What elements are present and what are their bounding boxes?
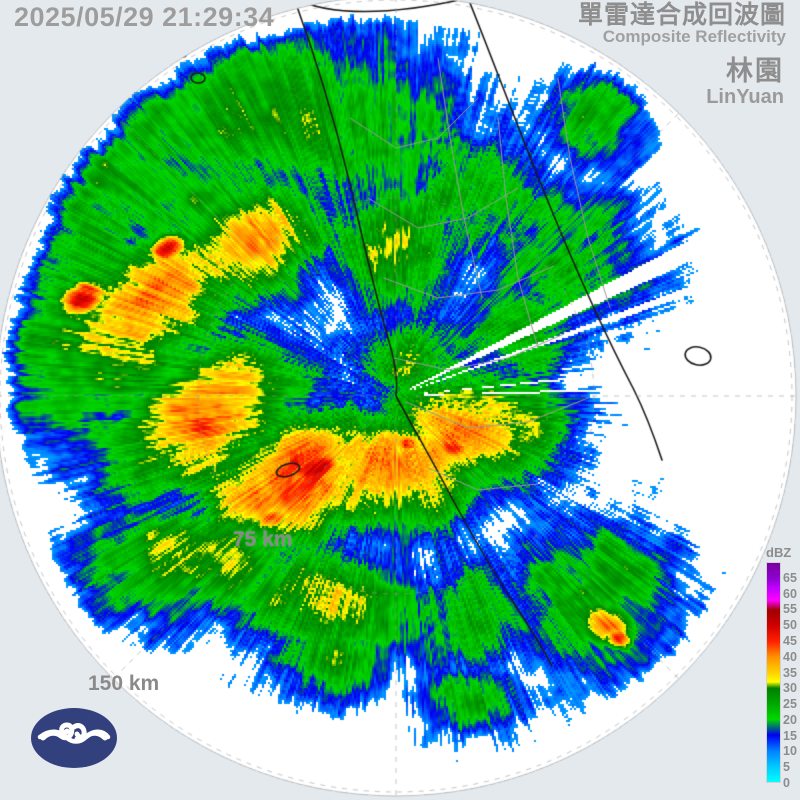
- colorbar-tick-60: 60: [783, 586, 797, 601]
- colorbar-gradient: [766, 562, 781, 783]
- colorbar-tick-40: 40: [783, 649, 797, 664]
- colorbar-tick-5: 5: [783, 760, 790, 775]
- colorbar-unit-label: dBZ: [766, 545, 792, 560]
- station-name-zh: 林園: [726, 56, 784, 87]
- colorbar-tick-15: 15: [783, 728, 797, 743]
- colorbar-tick-50: 50: [783, 618, 797, 633]
- colorbar-tick-25: 25: [783, 697, 797, 712]
- timestamp-label: 2025/05/29 21:29:34: [14, 2, 275, 32]
- colorbar-tick-20: 20: [783, 712, 797, 727]
- logo-ellipse: [31, 708, 117, 768]
- colorbar-tick-30: 30: [783, 681, 797, 696]
- range-ring-label-75: 75 km: [233, 528, 293, 551]
- colorbar-tick-55: 55: [783, 602, 797, 617]
- colorbar-tick-35: 35: [783, 665, 797, 680]
- colorbar-tick-65: 65: [783, 570, 797, 585]
- product-title-en: Composite Reflectivity: [602, 27, 786, 46]
- station-name-en: LinYuan: [706, 86, 784, 109]
- colorbar-tick-labels: 65 60 55 50 45 40 35 30 25 20 15 10 5 0: [783, 562, 800, 790]
- cwa-logo: [30, 707, 118, 769]
- dbz-colorbar: dBZ 65 60 55 50 45 40 35 30 25 20 15 10 5 0: [764, 545, 800, 795]
- product-title-zh: 單雷達合成回波圖: [577, 0, 786, 29]
- range-ring-label-150: 150 km: [88, 672, 160, 695]
- colorbar-tick-0: 0: [783, 776, 790, 790]
- colorbar-tick-10: 10: [783, 744, 797, 759]
- station-name: 林園 LinYuan: [706, 56, 784, 109]
- product-title: 單雷達合成回波圖 Composite Reflectivity: [578, 2, 786, 45]
- colorbar-tick-45: 45: [783, 633, 797, 648]
- logo-wave-base: [37, 729, 111, 744]
